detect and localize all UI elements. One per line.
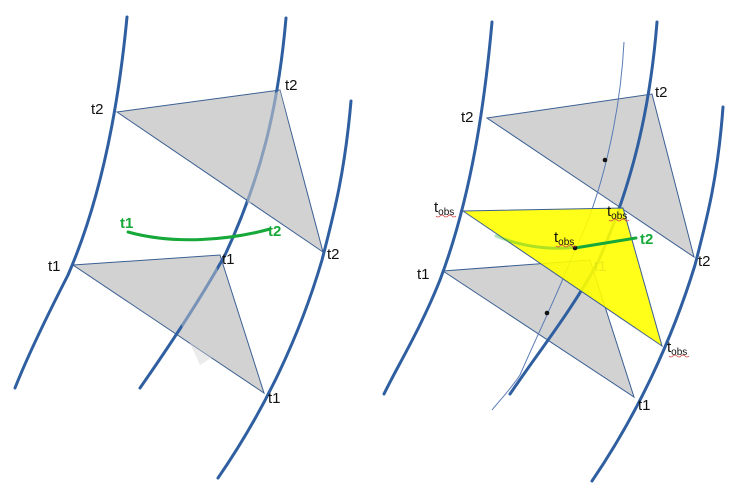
spell-underline xyxy=(435,214,457,218)
label-t1-mid: t1 xyxy=(222,251,235,268)
worldline-right xyxy=(590,105,725,483)
label-tobs-left: tobs xyxy=(434,199,454,218)
lower-gray-triangle xyxy=(71,254,265,395)
worldline-left xyxy=(382,20,494,396)
observer-dot-lower xyxy=(544,310,550,316)
upper-triangle-overlay xyxy=(230,90,300,205)
observer-worldline xyxy=(491,41,625,411)
label-t1-mid: t1 xyxy=(594,258,607,275)
label-green-t2: t2 xyxy=(268,223,281,240)
upper-gray-triangle xyxy=(485,93,695,259)
spell-underline xyxy=(668,354,690,358)
label-t2-left: t2 xyxy=(91,101,104,118)
label-t2-right: t2 xyxy=(698,253,711,270)
spell-underline xyxy=(608,218,630,222)
label-t1-left: t1 xyxy=(48,258,61,275)
observer-dot-upper xyxy=(602,157,608,163)
label-t2-top: t2 xyxy=(655,84,668,101)
label-t2-top: t2 xyxy=(285,77,298,94)
label-t1-left: t1 xyxy=(417,266,430,283)
label-t1-bottom: t1 xyxy=(268,390,281,407)
label-t2-right: t2 xyxy=(327,246,340,263)
worldline-middle xyxy=(138,16,288,390)
label-t2-left: t2 xyxy=(461,109,474,126)
label-green-t2: t2 xyxy=(640,231,653,248)
label-green-t1: t1 xyxy=(120,215,133,232)
green-observer-curve xyxy=(126,227,272,242)
label-t1-bottom: t1 xyxy=(638,397,651,414)
green-observer-curve-faded xyxy=(494,234,577,250)
worldline-left xyxy=(13,15,129,390)
lower-triangle-overlay xyxy=(170,262,240,365)
label-tobs-center: tobs xyxy=(554,229,574,248)
label-tobs-bottom: tobs xyxy=(667,339,687,358)
green-observer-segment xyxy=(573,236,638,250)
label-tobs-top: tobs xyxy=(607,203,627,222)
worldline-right xyxy=(216,99,353,480)
right-panel: t2 t2 t2 t1 t1 t1 t2 tobs tobs tobs tobs xyxy=(382,20,725,483)
left-panel: t2 t2 t2 t1 t1 t1 t1 t2 xyxy=(13,15,353,480)
spell-underline xyxy=(555,244,577,248)
